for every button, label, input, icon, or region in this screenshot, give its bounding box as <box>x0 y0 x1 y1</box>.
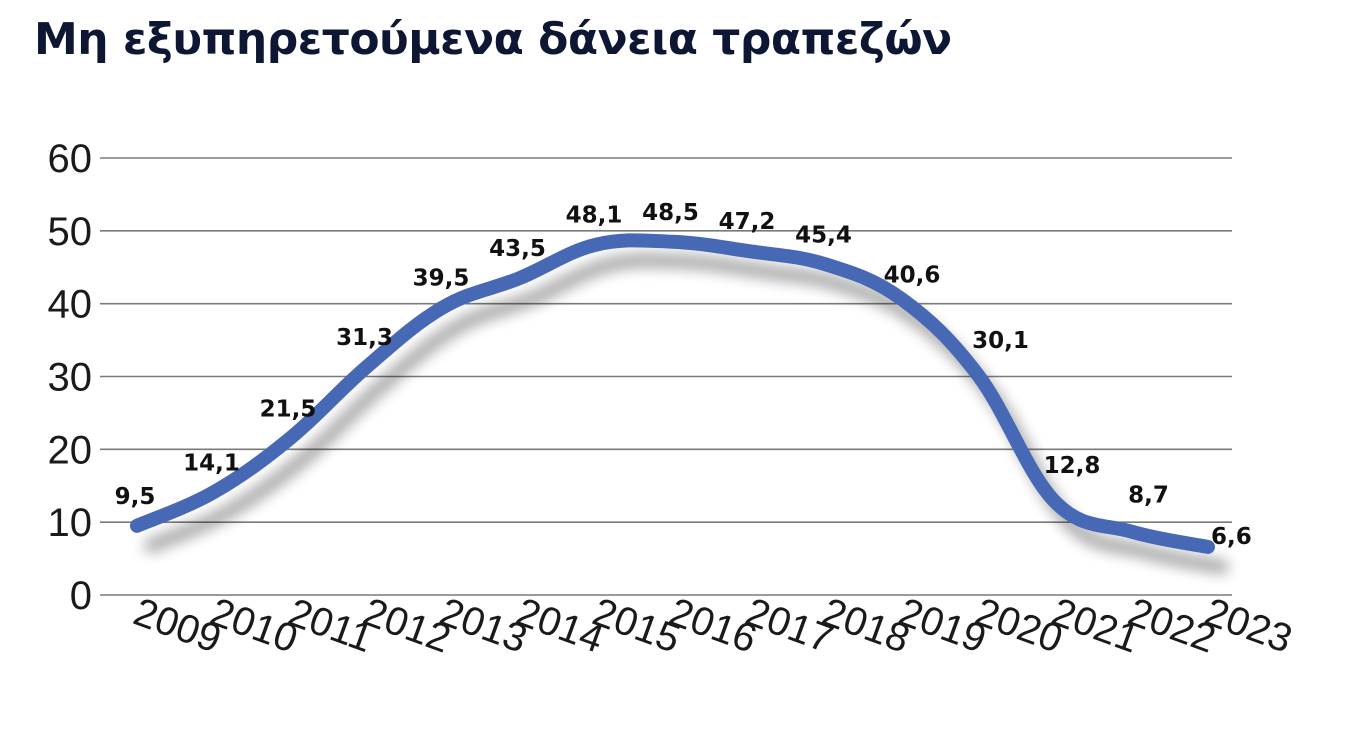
y-tick-label: 50 <box>48 210 93 254</box>
y-tick-label: 10 <box>48 501 93 545</box>
y-axis-ticks: 0 10 20 30 40 50 60 <box>48 137 93 618</box>
data-label: 39,5 <box>413 265 470 291</box>
data-label: 12,8 <box>1044 453 1101 479</box>
data-labels: 9,5 14,1 21,5 31,3 39,5 43,5 48,1 48,5 47,2 45,4 4… <box>115 200 1252 550</box>
data-label: 48,5 <box>642 200 699 226</box>
data-label: 14,1 <box>183 450 240 476</box>
y-tick-label: 30 <box>48 356 93 400</box>
data-label: 9,5 <box>115 484 156 510</box>
y-tick-label: 20 <box>48 428 93 472</box>
data-label: 31,3 <box>336 325 393 351</box>
data-label: 43,5 <box>489 236 546 262</box>
data-label: 6,6 <box>1211 524 1252 550</box>
data-label: 48,1 <box>566 203 623 229</box>
y-tick-label: 0 <box>70 574 92 618</box>
y-tick-label: 60 <box>48 137 93 181</box>
y-tick-label: 40 <box>48 283 93 327</box>
x-axis-ticks: 2009201020112012201320142015201620172018… <box>128 590 1298 662</box>
data-label: 30,1 <box>972 328 1029 354</box>
data-label: 45,4 <box>795 222 852 248</box>
data-label: 8,7 <box>1128 483 1169 509</box>
data-label: 21,5 <box>260 396 317 422</box>
series-line <box>130 233 1215 554</box>
series-line-group <box>130 233 1215 554</box>
chart-title: Μη εξυπηρετούμενα δάνεια τραπεζών <box>34 14 952 65</box>
data-label: 40,6 <box>884 262 941 288</box>
x-tick-label: 2023 <box>1199 590 1298 662</box>
data-label: 47,2 <box>719 209 776 235</box>
gridlines <box>100 157 1232 596</box>
